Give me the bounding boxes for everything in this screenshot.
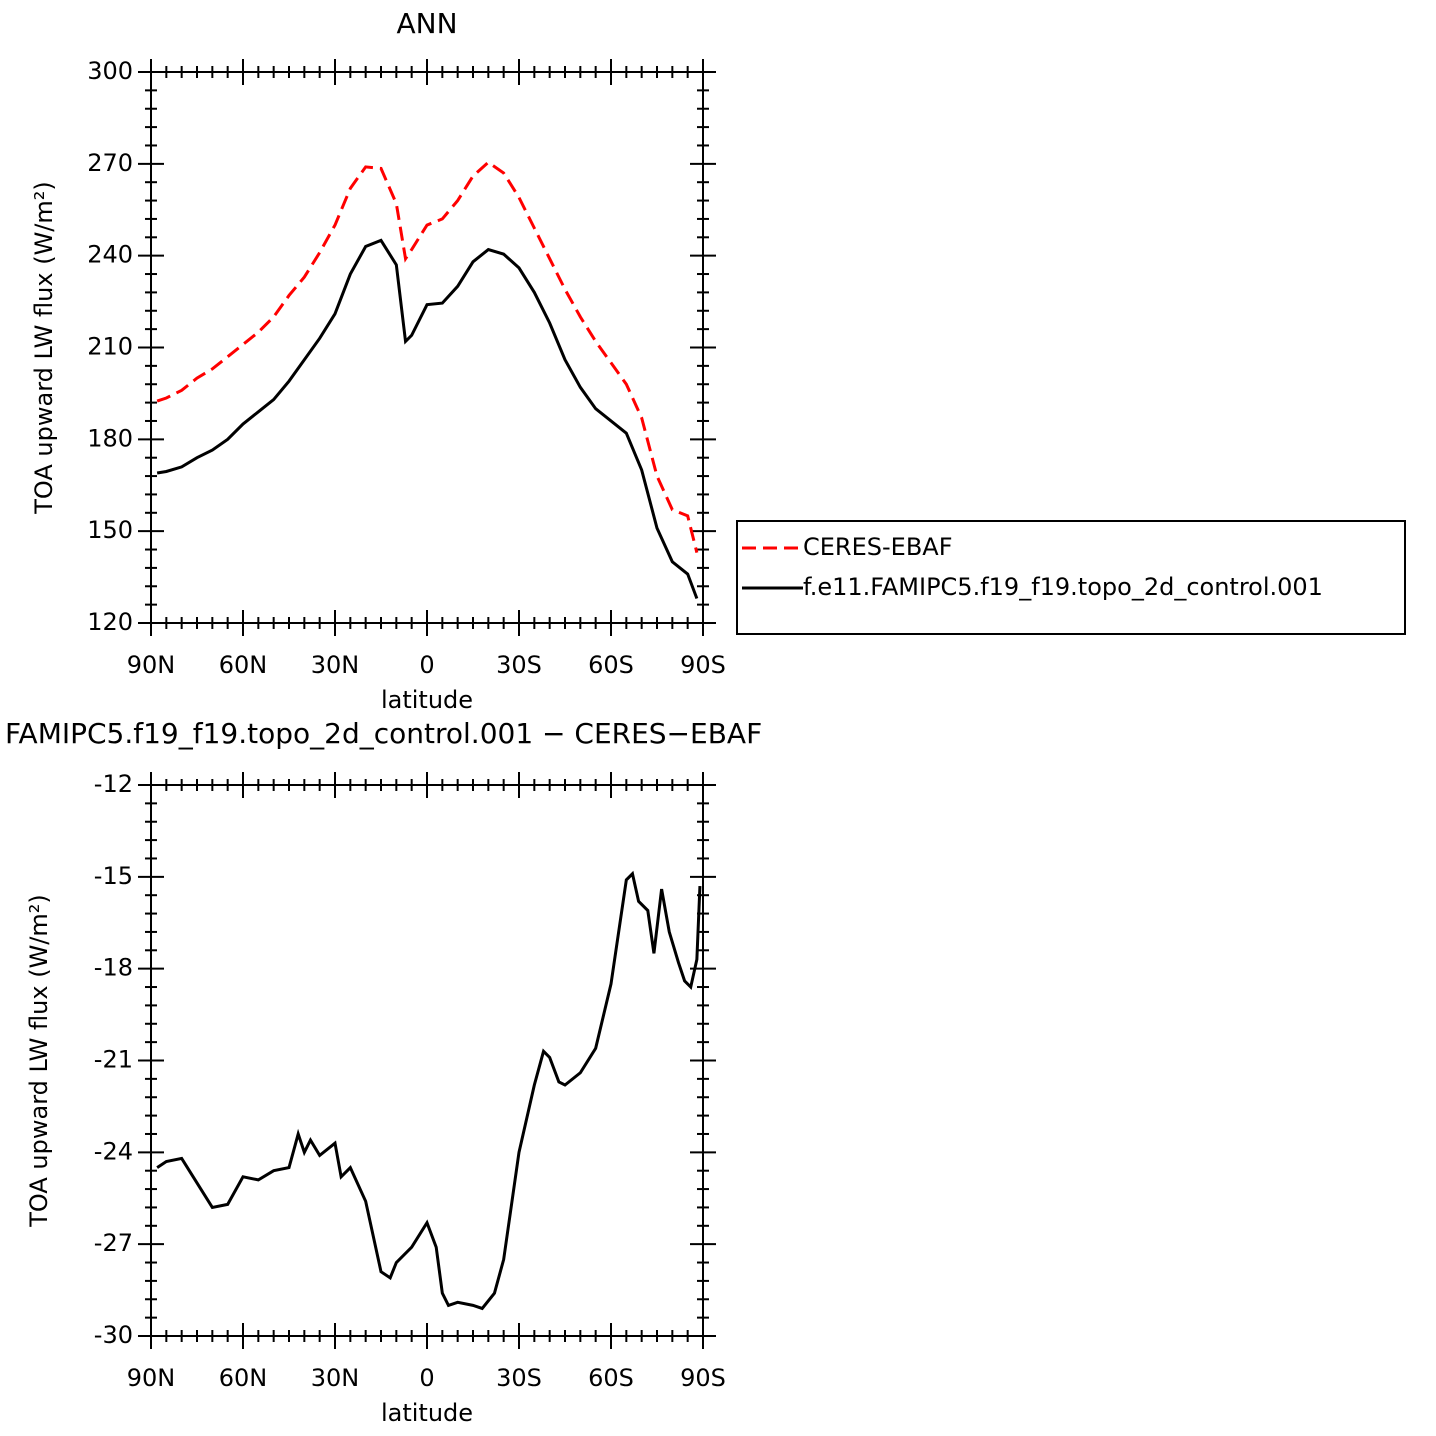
x-axis-label: latitude <box>381 686 473 714</box>
x-tick-label: 60N <box>219 651 268 679</box>
y-tick-label: -24 <box>94 1137 133 1165</box>
y-tick-label: 120 <box>87 608 133 636</box>
x-tick-label: 90S <box>680 651 726 679</box>
y-tick-label: -21 <box>94 1046 133 1074</box>
plot-frame <box>150 784 704 1337</box>
x-tick-label: 60N <box>219 1364 268 1392</box>
legend-box <box>736 520 1406 635</box>
y-tick-label: 300 <box>87 57 133 85</box>
y-tick-label: 210 <box>87 333 133 361</box>
x-tick-label: 0 <box>419 1364 434 1392</box>
chart-title: FAMIPC5.f19_f19.topo_2d_control.001 − CE… <box>5 717 762 750</box>
x-tick-label: 90N <box>127 1364 176 1392</box>
y-tick-label: 180 <box>87 424 133 452</box>
legend-label: CERES-EBAF <box>803 533 953 561</box>
chart-title: ANN <box>396 7 457 40</box>
y-tick-label: 150 <box>87 516 133 544</box>
x-tick-label: 0 <box>419 651 434 679</box>
x-tick-label: 90S <box>680 1364 726 1392</box>
x-tick-label: 30N <box>311 651 360 679</box>
data-line <box>156 160 699 553</box>
x-axis-label: latitude <box>381 1399 473 1427</box>
y-tick-label: -27 <box>94 1229 133 1257</box>
x-tick-label: 90N <box>127 651 176 679</box>
x-tick-label: 60S <box>588 1364 634 1392</box>
x-tick-label: 30S <box>496 651 542 679</box>
data-line <box>156 870 702 1311</box>
x-tick-label: 30S <box>496 1364 542 1392</box>
y-tick-label: 240 <box>87 241 133 269</box>
plot-frame <box>150 71 704 624</box>
x-tick-label: 60S <box>588 651 634 679</box>
y-axis-label: TOA upward LW flux (W/m²) <box>30 181 58 515</box>
y-tick-label: -12 <box>94 770 133 798</box>
y-axis-label: TOA upward LW flux (W/m²) <box>25 894 53 1228</box>
y-tick-label: 270 <box>87 149 133 177</box>
y-tick-label: -30 <box>94 1321 133 1349</box>
data-line <box>156 238 699 600</box>
y-tick-label: -18 <box>94 954 133 982</box>
legend-label: f.e11.FAMIPC5.f19_f19.topo_2d_control.00… <box>803 573 1323 601</box>
y-tick-label: -15 <box>94 862 133 890</box>
x-tick-label: 30N <box>311 1364 360 1392</box>
